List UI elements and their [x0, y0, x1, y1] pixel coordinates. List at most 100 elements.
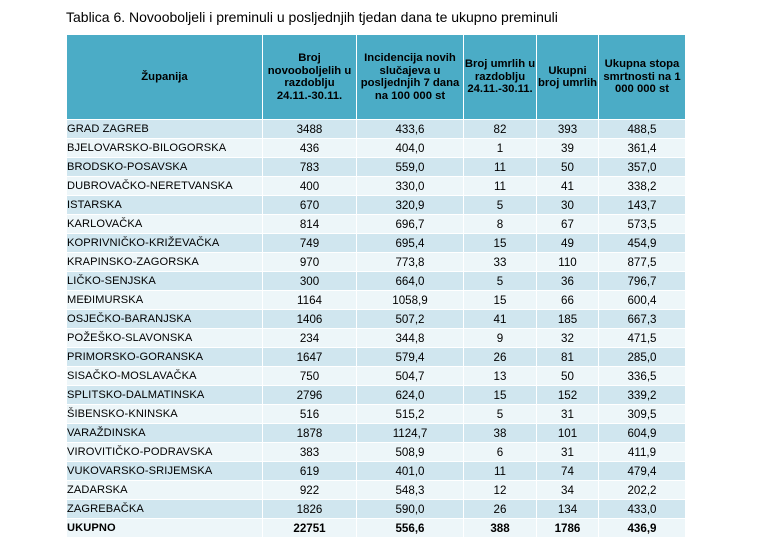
county-cell: GRAD ZAGREB: [66, 119, 263, 139]
table-row: ZAGREBAČKA 1826 590,0 26 134 433,0: [66, 499, 686, 519]
total-deaths-cell: 36: [536, 271, 599, 291]
mortality-rate-cell: 667,3: [598, 309, 686, 329]
new-cases-cell: 783: [262, 157, 357, 177]
deaths-period-cell: 11: [463, 176, 537, 196]
mortality-rate-cell: 488,5: [598, 119, 686, 139]
new-cases-cell: 22751: [262, 518, 357, 538]
county-cell: ZAGREBAČKA: [66, 499, 263, 519]
table-row: VIROVITIČKO-PODRAVSKA 383 508,9 6 31 411,9: [66, 442, 686, 462]
total-deaths-cell: 110: [536, 252, 599, 272]
deaths-period-cell: 26: [463, 499, 537, 519]
total-row: UKUPNO 22751 556,6 388 1786 436,9: [66, 518, 686, 538]
deaths-period-cell: 38: [463, 423, 537, 443]
incidence-cell: 504,7: [356, 366, 464, 386]
new-cases-cell: 436: [262, 138, 357, 158]
header-row: Županija Broj novooboljelih u razdoblju …: [66, 34, 686, 120]
mortality-rate-cell: 143,7: [598, 195, 686, 215]
new-cases-cell: 1647: [262, 347, 357, 367]
new-cases-cell: 234: [262, 328, 357, 348]
table-row: BJELOVARSKO-BILOGORSKA 436 404,0 1 39 361,4: [66, 138, 686, 158]
deaths-period-cell: 5: [463, 195, 537, 215]
county-cell: VARAŽDINSKA: [66, 423, 263, 443]
total-deaths-cell: 101: [536, 423, 599, 443]
deaths-period-cell: 9: [463, 328, 537, 348]
table-row: SPLITSKO-DALMATINSKA 2796 624,0 15 152 339,2: [66, 385, 686, 405]
incidence-cell: 579,4: [356, 347, 464, 367]
total-deaths-cell: 30: [536, 195, 599, 215]
mortality-rate-cell: 573,5: [598, 214, 686, 234]
total-deaths-cell: 134: [536, 499, 599, 519]
deaths-period-cell: 11: [463, 157, 537, 177]
deaths-period-cell: 11: [463, 461, 537, 481]
table-row: KARLOVAČKA 814 696,7 8 67 573,5: [66, 214, 686, 234]
header-total-deaths: Ukupni broj umrlih: [536, 34, 599, 120]
table-row: SISAČKO-MOSLAVAČKA 750 504,7 13 50 336,5: [66, 366, 686, 386]
incidence-cell: 344,8: [356, 328, 464, 348]
mortality-rate-cell: 796,7: [598, 271, 686, 291]
mortality-rate-cell: 361,4: [598, 138, 686, 158]
new-cases-cell: 1406: [262, 309, 357, 329]
county-cell: PRIMORSKO-GORANSKA: [66, 347, 263, 367]
county-cell: OSJEČKO-BARANJSKA: [66, 309, 263, 329]
county-cell: KARLOVAČKA: [66, 214, 263, 234]
mortality-rate-cell: 600,4: [598, 290, 686, 310]
deaths-period-cell: 26: [463, 347, 537, 367]
table-row: PRIMORSKO-GORANSKA 1647 579,4 26 81 285,0: [66, 347, 686, 367]
total-deaths-cell: 39: [536, 138, 599, 158]
incidence-cell: 330,0: [356, 176, 464, 196]
incidence-cell: 515,2: [356, 404, 464, 424]
new-cases-cell: 619: [262, 461, 357, 481]
incidence-cell: 1124,7: [356, 423, 464, 443]
county-cell: POŽEŠKO-SLAVONSKA: [66, 328, 263, 348]
new-cases-cell: 814: [262, 214, 357, 234]
incidence-cell: 624,0: [356, 385, 464, 405]
table-row: ŠIBENSKO-KNINSKA 516 515,2 5 31 309,5: [66, 404, 686, 424]
total-deaths-cell: 67: [536, 214, 599, 234]
incidence-cell: 559,0: [356, 157, 464, 177]
new-cases-cell: 3488: [262, 119, 357, 139]
table-row: VUKOVARSKO-SRIJEMSKA 619 401,0 11 74 479,4: [66, 461, 686, 481]
new-cases-cell: 749: [262, 233, 357, 253]
county-cell: KOPRIVNIČKO-KRIŽEVAČKA: [66, 233, 263, 253]
total-deaths-cell: 50: [536, 366, 599, 386]
table-row: KOPRIVNIČKO-KRIŽEVAČKA 749 695,4 15 49 454,9: [66, 233, 686, 253]
total-deaths-cell: 50: [536, 157, 599, 177]
deaths-period-cell: 6: [463, 442, 537, 462]
deaths-period-cell: 15: [463, 290, 537, 310]
new-cases-cell: 1878: [262, 423, 357, 443]
total-deaths-cell: 393: [536, 119, 599, 139]
county-cell: UKUPNO: [66, 518, 263, 538]
county-cell: BRODSKO-POSAVSKA: [66, 157, 263, 177]
incidence-cell: 773,8: [356, 252, 464, 272]
county-cell: DUBROVAČKO-NERETVANSKA: [66, 176, 263, 196]
deaths-period-cell: 388: [463, 518, 537, 538]
county-cell: LIČKO-SENJSKA: [66, 271, 263, 291]
mortality-rate-cell: 202,2: [598, 480, 686, 500]
total-deaths-cell: 66: [536, 290, 599, 310]
mortality-rate-cell: 479,4: [598, 461, 686, 481]
table-row: DUBROVAČKO-NERETVANSKA 400 330,0 11 41 338,2: [66, 176, 686, 196]
mortality-rate-cell: 285,0: [598, 347, 686, 367]
header-incidence: Incidencija novih slučajeva u posljednji…: [356, 34, 464, 120]
new-cases-cell: 516: [262, 404, 357, 424]
mortality-rate-cell: 436,9: [598, 518, 686, 538]
deaths-period-cell: 82: [463, 119, 537, 139]
county-cell: KRAPINSKO-ZAGORSKA: [66, 252, 263, 272]
deaths-period-cell: 15: [463, 385, 537, 405]
deaths-period-cell: 15: [463, 233, 537, 253]
table-row: MEĐIMURSKA 1164 1058,9 15 66 600,4: [66, 290, 686, 310]
total-deaths-cell: 1786: [536, 518, 599, 538]
mortality-rate-cell: 454,9: [598, 233, 686, 253]
header-mortality-rate: Ukupna stopa smrtnosti na 1 000 000 st: [598, 34, 686, 120]
new-cases-cell: 750: [262, 366, 357, 386]
mortality-rate-cell: 877,5: [598, 252, 686, 272]
incidence-cell: 548,3: [356, 480, 464, 500]
incidence-cell: 508,9: [356, 442, 464, 462]
incidence-cell: 696,7: [356, 214, 464, 234]
county-cell: VUKOVARSKO-SRIJEMSKA: [66, 461, 263, 481]
county-cell: ZADARSKA: [66, 480, 263, 500]
new-cases-cell: 670: [262, 195, 357, 215]
incidence-cell: 507,2: [356, 309, 464, 329]
table-row: POŽEŠKO-SLAVONSKA 234 344,8 9 32 471,5: [66, 328, 686, 348]
total-deaths-cell: 34: [536, 480, 599, 500]
